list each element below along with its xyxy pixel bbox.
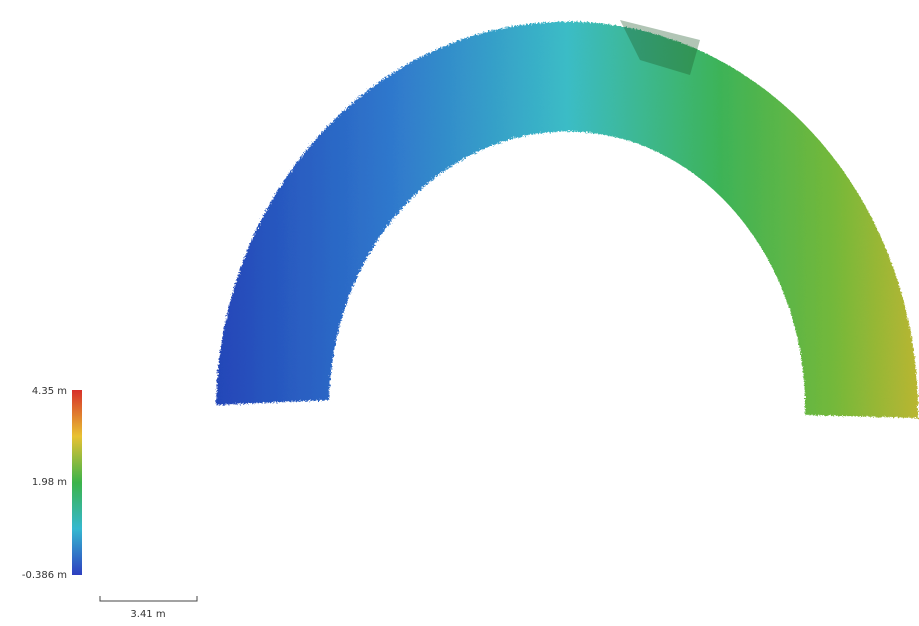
arch-surface xyxy=(216,22,918,418)
colorbar-max-label: 4.35 m xyxy=(32,386,67,397)
scale-bar-label: 3.41 m xyxy=(130,609,165,620)
colorbar xyxy=(72,390,82,575)
colorbar-mid-label: 1.98 m xyxy=(32,477,67,488)
colorbar-min-label: -0.386 m xyxy=(22,570,67,581)
scale-bar xyxy=(100,596,197,601)
viewer: 4.35 m 1.98 m -0.386 m 3.41 m xyxy=(0,0,919,626)
